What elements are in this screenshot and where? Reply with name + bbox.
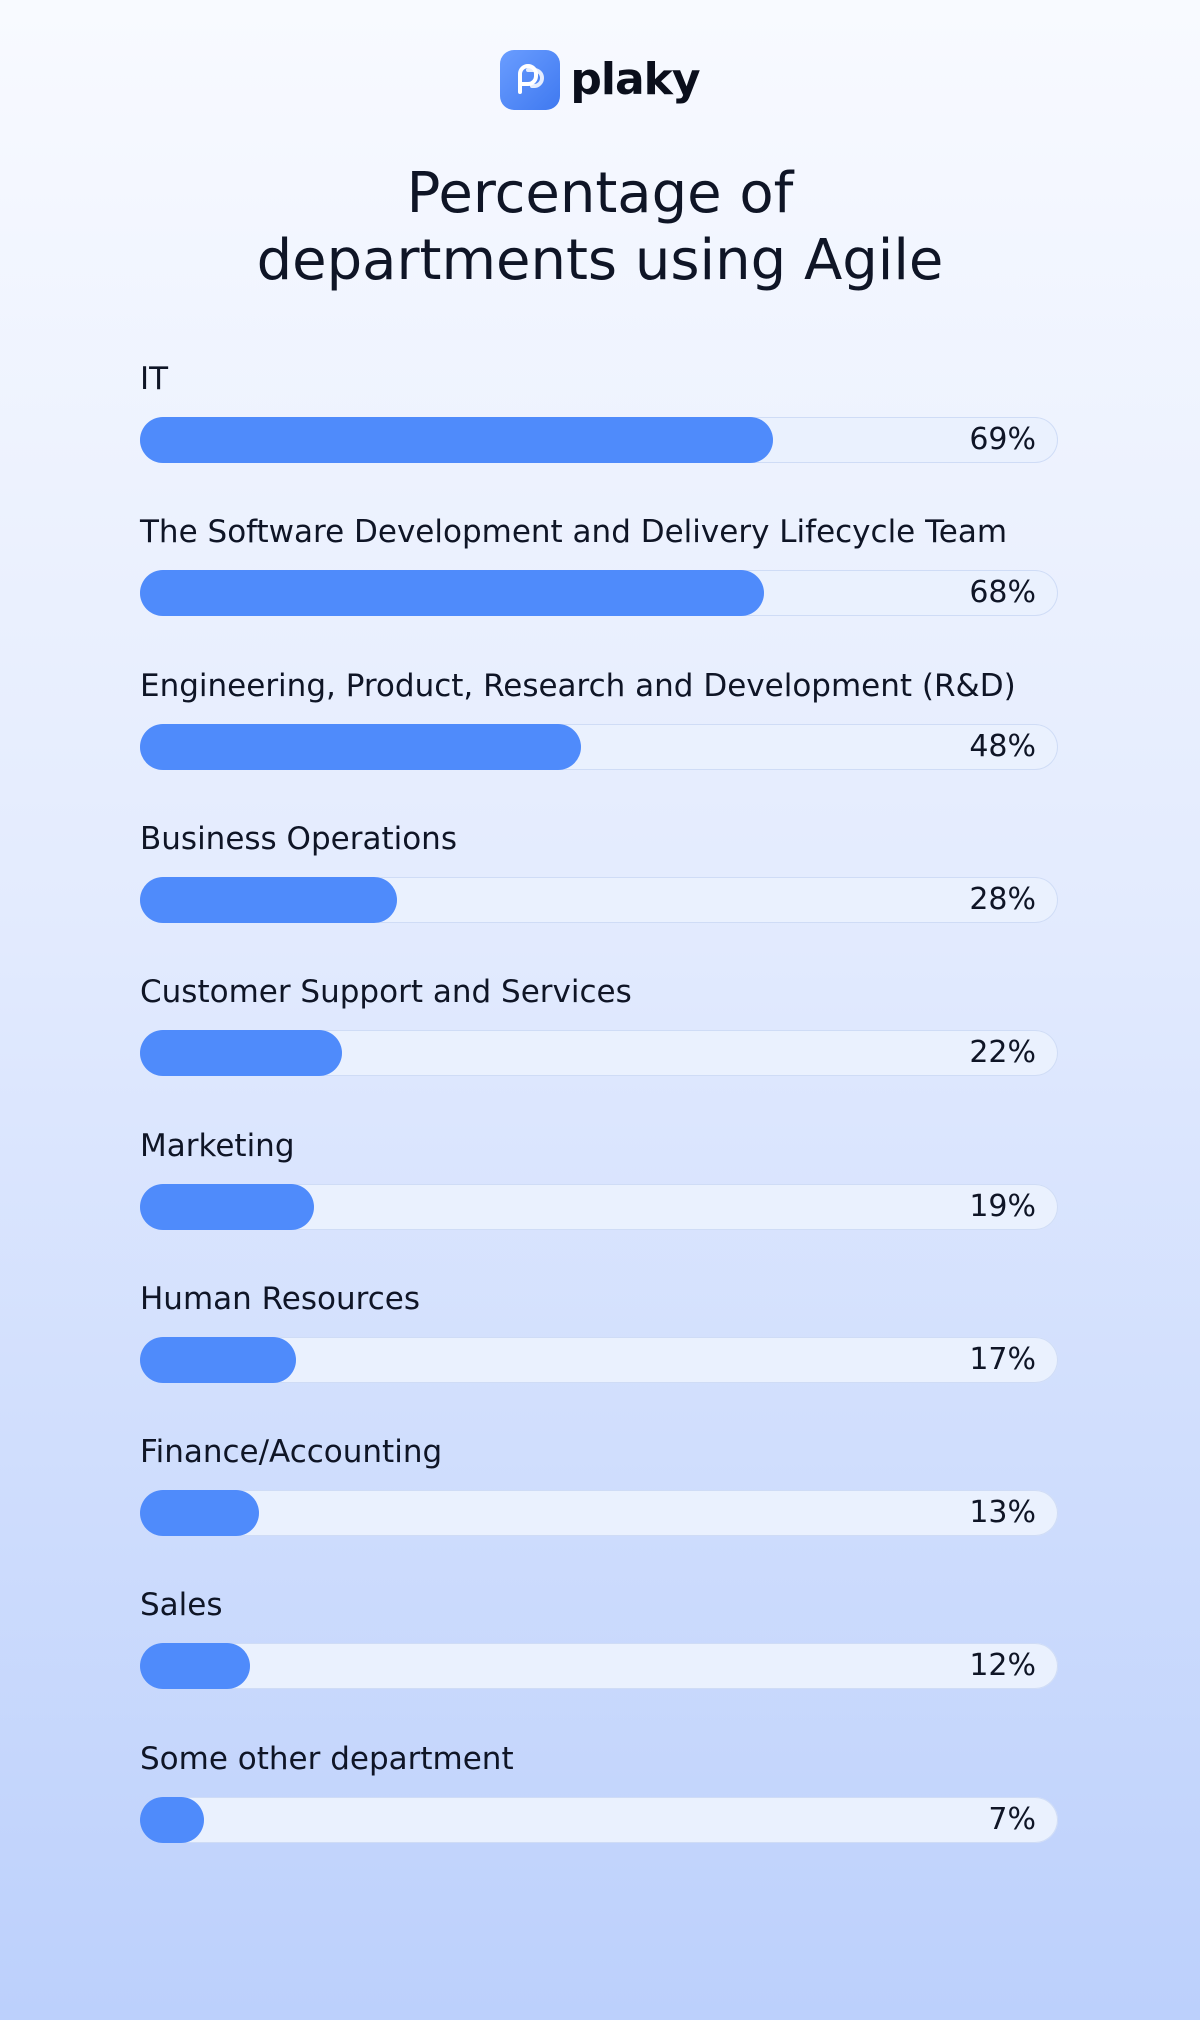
bar: [140, 1643, 251, 1690]
bar-row: Human Resources 17%: [140, 1275, 1058, 1405]
bar-row: Some other department 7%: [140, 1735, 1058, 1865]
category-label: Customer Support and Services: [140, 974, 632, 1011]
bar: [140, 417, 774, 463]
category-label: Some other department: [140, 1740, 514, 1777]
bar: [140, 1030, 342, 1077]
chart-title-line-2: departments using Agile: [256, 228, 944, 293]
bar-row: IT 69%: [140, 355, 1058, 485]
bar: [140, 876, 398, 923]
bar-row: Business Operations 28%: [140, 815, 1058, 945]
bar-track: 13%: [140, 1490, 1058, 1537]
plaky-logo-icon: [500, 50, 561, 110]
chart-title-line-1: Percentage of: [406, 161, 794, 226]
value-label: 13%: [969, 1495, 1036, 1531]
bar-track: 68%: [140, 570, 1058, 617]
bar: [140, 570, 765, 617]
category-label: Finance/Accounting: [140, 1434, 443, 1471]
value-label: 28%: [969, 881, 1036, 917]
value-label: 48%: [969, 728, 1036, 764]
bar-row: Finance/Accounting 13%: [140, 1428, 1058, 1558]
bar-track: 7%: [140, 1796, 1058, 1843]
brand-logo: plaky: [0, 50, 1200, 110]
bar-row: Customer Support and Services 22%: [140, 968, 1058, 1098]
value-label: 69%: [969, 422, 1036, 457]
bar-row: Marketing 19%: [140, 1122, 1058, 1252]
value-label: 19%: [969, 1188, 1036, 1224]
bar: [140, 1183, 315, 1230]
bar: [140, 1490, 260, 1537]
category-label: Sales: [140, 1587, 223, 1624]
value-label: 68%: [969, 575, 1036, 611]
bar: [140, 723, 581, 770]
bar-track: 28%: [140, 876, 1058, 923]
bar: [140, 1796, 205, 1843]
bar-row: The Software Development and Delivery Li…: [140, 508, 1058, 638]
bar-track: 69%: [140, 417, 1058, 463]
bar-track: 19%: [140, 1183, 1058, 1230]
bar-track: 22%: [140, 1030, 1058, 1077]
brand-name: plaky: [570, 54, 700, 105]
category-label: Business Operations: [140, 820, 457, 857]
bar-track: 12%: [140, 1643, 1058, 1690]
chart-title: Percentage of departments using Agile: [0, 160, 1200, 294]
bar: [140, 1336, 297, 1383]
bar-row: Engineering, Product, Research and Devel…: [140, 662, 1058, 792]
value-label: 7%: [988, 1801, 1036, 1837]
bar-row: Sales 12%: [140, 1581, 1058, 1711]
bar-track: 17%: [140, 1336, 1058, 1383]
category-label: Human Resources: [140, 1280, 420, 1317]
category-label: IT: [140, 361, 169, 397]
value-label: 17%: [969, 1341, 1036, 1377]
category-label: Marketing: [140, 1127, 295, 1164]
category-label: Engineering, Product, Research and Devel…: [140, 667, 1016, 704]
value-label: 22%: [969, 1035, 1036, 1071]
value-label: 12%: [969, 1648, 1036, 1684]
bar-track: 48%: [140, 723, 1058, 770]
category-label: The Software Development and Delivery Li…: [140, 514, 1008, 551]
